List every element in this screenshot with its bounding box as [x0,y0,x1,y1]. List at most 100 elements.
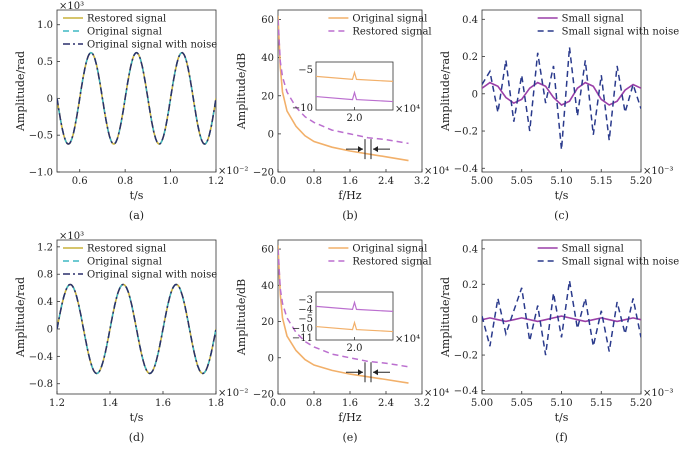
panel-d: 1.2 1.4 1.6 1.8 −0.8 −0.4 0 0.4 0.8 1.2 ×10³ ×10⁻² t… [14,231,248,444]
y-tick-label: 0.2 [462,280,478,291]
x-axis-label: t/s [555,189,569,202]
zoom-arrow-head [373,146,378,153]
y-tick-label: −0.8 [29,379,53,390]
y-tick-label: 20 [261,91,274,102]
y-tick-label: −0.2 [454,127,478,138]
y-tick-label: 20 [261,317,274,328]
series-line-small-signal-with-noise [482,280,641,356]
y-tick-label: −20 [253,168,274,179]
y-tick-label: 0 [472,89,478,100]
y-tick-label: 0.4 [462,15,478,26]
y-tick-label: −0.4 [454,164,478,175]
y-tick-label: 0 [47,324,53,335]
x-axis-label: t/s [555,411,569,424]
series-line-original-signal [57,51,216,145]
inset-y-tick-label: −10 [292,103,313,114]
series-line-original-signal-with-noise [57,51,216,145]
legend-entry: Small signal [562,244,624,255]
y-tick-label: 0.4 [462,244,478,255]
panel-b: 0.0 0.8 1.6 2.4 3.2 −20 0 20 40 60 ×10⁴ f/Hz Amplitu… [235,9,449,222]
legend-entry: Original signal [87,27,162,38]
x-axis-label: f/Hz [338,189,361,202]
y-tick-label: 60 [261,245,274,256]
legend-entry: Original signal with noise [87,40,217,51]
legend-entry: Restored signal [352,257,431,268]
y-tick-label: 0.5 [37,57,53,68]
x-tick-label: 1.2 [49,398,65,409]
x-axis-label: f/Hz [338,411,361,424]
x-tick-label: 1.6 [155,398,171,409]
panel-caption: (b) [342,209,358,222]
panel-e: 0.0 0.8 1.6 2.4 3.2 −20 0 20 40 60 ×10⁴ f/Hz Amplitu… [235,239,449,444]
series-line-original-signal [57,283,216,375]
x-tick-label: 5.10 [550,176,572,187]
panel-caption: (d) [129,431,145,444]
inset-series-line [315,300,394,312]
x-tick-label: 1.4 [102,398,118,409]
inset-x-tick-label: 2.0 [347,343,363,354]
inset-x-multiplier: ×10⁴ [395,104,420,115]
series-line-small-signal-with-noise [482,47,641,150]
x-tick-label: 1.6 [342,398,358,409]
x-tick-label: 5.05 [511,176,533,187]
x-tick-label: 0.8 [117,176,133,187]
x-tick-label: 5.00 [471,176,493,187]
y-multiplier: ×10³ [59,1,84,12]
x-multiplier: ×10⁻² [218,388,248,399]
x-axis-label: t/s [130,189,144,202]
inset-series-line [315,320,394,333]
x-tick-label: 5.05 [511,398,533,409]
y-tick-label: −0.4 [29,352,53,363]
plot-area [57,51,216,145]
y-tick-label: 0 [47,94,53,105]
panel-caption: (e) [342,431,357,444]
legend-entry: Small signal [562,14,624,25]
inset-series-line [315,90,394,103]
y-tick-label: 40 [261,281,274,292]
x-tick-label: 1.6 [342,176,358,187]
y-tick-label: 40 [261,53,274,64]
x-tick-label: 0.0 [270,176,286,187]
panel-caption: (f) [555,431,568,444]
legend-entry: Original signal [352,14,427,25]
y-tick-label: 0.4 [37,297,53,308]
x-multiplier: ×10⁴ [424,166,449,177]
x-tick-label: 1.8 [208,398,224,409]
x-tick-label: 0.6 [72,176,88,187]
y-tick-label: 0 [268,129,274,140]
y-tick-label: −0.2 [454,351,478,362]
y-tick-label: 0 [472,315,478,326]
legend-entry: Small signal with noise [562,27,680,38]
legend-entry: Original signal [352,244,427,255]
inset-y-tick-label: −5 [298,314,313,325]
x-tick-label: 0.8 [306,176,322,187]
y-tick-label: 0.2 [462,52,478,63]
x-tick-label: 1.0 [163,176,179,187]
y-tick-label: 0.8 [37,270,53,281]
x-tick-label: 5.00 [471,398,493,409]
x-multiplier: ×10⁻³ [643,166,673,177]
series-line-small-signal [482,315,641,323]
series-line-restored-signal [278,249,409,368]
y-tick-label: −0.4 [454,386,478,397]
y-tick-label: 60 [261,15,274,26]
y-multiplier: ×10³ [59,231,84,242]
y-axis-label: Amplitude/rad [14,51,27,132]
x-tick-label: 2.4 [378,398,394,409]
zoom-arrow-head [358,369,363,376]
x-tick-label: 0.0 [270,398,286,409]
legend-entry: Restored signal [87,244,166,255]
y-axis-label: Amplitude/dB [235,279,248,356]
inset-y-tick-label: −10 [292,324,313,335]
y-tick-label: −0.5 [29,131,53,142]
x-tick-label: 3.2 [414,176,430,187]
legend-entry: Original signal [87,257,162,268]
panel-caption: (a) [129,209,144,222]
y-tick-label: 1.2 [37,242,53,253]
x-tick-label: 0.8 [306,398,322,409]
y-axis-label: Amplitude/rad [14,277,27,358]
zoom-arrow-head [373,369,378,376]
x-tick-label: 3.2 [414,398,430,409]
x-axis-label: t/s [130,411,144,424]
